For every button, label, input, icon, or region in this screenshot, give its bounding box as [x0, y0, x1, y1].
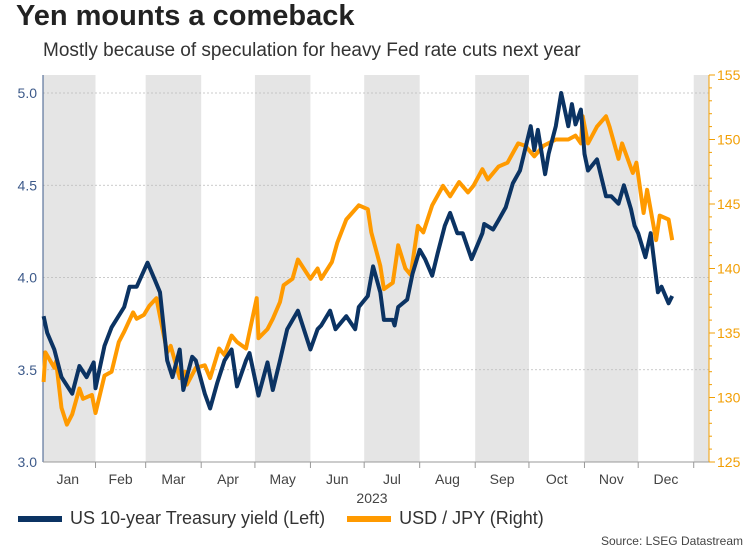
y-right-tick-label: 140	[717, 261, 741, 277]
month-band	[475, 75, 529, 462]
legend-swatch-usdjpy	[347, 515, 392, 522]
y-left-tick-label: 4.0	[18, 270, 38, 286]
y-right-tick-label: 145	[717, 196, 741, 212]
y-right-tick-label: 125	[717, 454, 741, 470]
yield-line	[41, 91, 674, 411]
x-tick-label: Mar	[161, 471, 185, 487]
month-band	[43, 75, 96, 462]
month-band	[145, 75, 202, 462]
y-left-tick-label: 4.5	[18, 177, 38, 193]
x-tick-label: May	[269, 471, 295, 487]
chart-title: Yen mounts a comeback	[16, 0, 355, 32]
y-left-tick-label: 3.0	[18, 454, 38, 470]
legend-swatch-yield	[18, 515, 62, 522]
x-tick-label: Jan	[56, 471, 79, 487]
x-tick-label: Dec	[654, 471, 679, 487]
legend-item-yield: US 10-year Treasury yield (Left)	[18, 508, 325, 529]
y-right-tick-label: 130	[717, 390, 741, 406]
x-tick-label: Nov	[599, 471, 624, 487]
source-note: Source: LSEG Datastream	[600, 534, 743, 548]
y-right-tick-label: 150	[717, 132, 741, 148]
y-right-tick-label: 155	[717, 67, 741, 83]
legend-label-yield: US 10-year Treasury yield (Left)	[70, 508, 326, 528]
month-band	[254, 75, 311, 462]
y-left-tick-label: 3.5	[18, 362, 38, 378]
month-band	[693, 75, 709, 462]
x-tick-label: Aug	[435, 471, 460, 487]
x-axis-label: 2023	[356, 490, 387, 506]
legend-label-usdjpy: USD / JPY (Right)	[399, 508, 544, 528]
legend-item-usdjpy: USD / JPY (Right)	[347, 508, 544, 529]
x-tick-label: Feb	[109, 471, 133, 487]
legend: US 10-year Treasury yield (Left) USD / J…	[18, 508, 544, 529]
x-tick-label: Jun	[326, 471, 349, 487]
x-tick-label: Oct	[546, 471, 568, 487]
chart-subtitle: Mostly because of speculation for heavy …	[43, 40, 581, 61]
x-tick-label: Apr	[217, 471, 239, 487]
y-left-tick-label: 5.0	[18, 85, 38, 101]
x-tick-label: Jul	[383, 471, 401, 487]
y-right-tick-label: 135	[717, 325, 741, 341]
usdjpy-line	[41, 114, 675, 427]
x-tick-label: Sep	[490, 471, 515, 487]
